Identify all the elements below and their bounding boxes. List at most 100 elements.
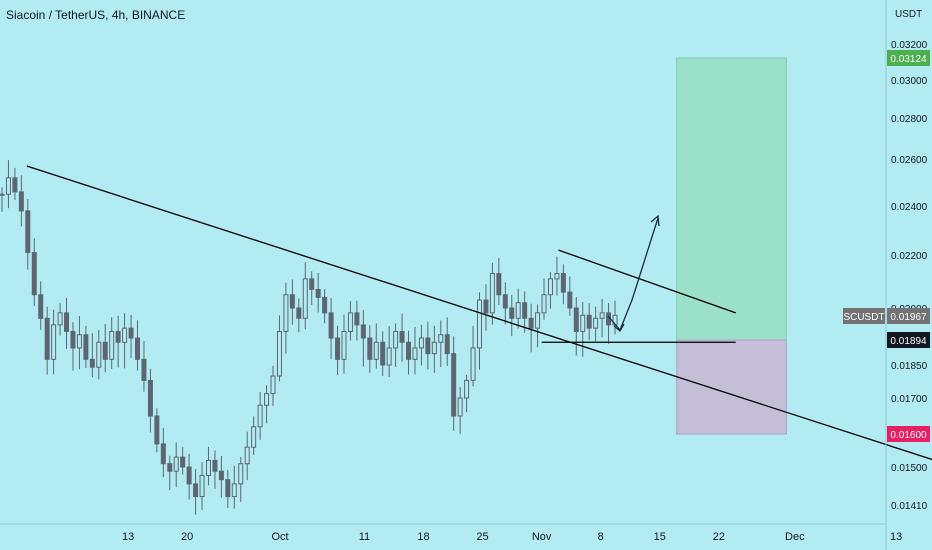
candle — [412, 327, 418, 375]
candle-body — [244, 446, 250, 465]
symbol-badge-value: SCUSDT — [843, 312, 884, 323]
candle — [289, 279, 295, 325]
candle — [76, 315, 82, 370]
last-price-badge: 0.01967 — [887, 308, 930, 324]
price-tick-label: 0.02600 — [891, 155, 928, 166]
candle — [180, 446, 186, 475]
time-tick-label: Nov — [532, 531, 552, 543]
candle — [57, 303, 63, 336]
candle-body — [296, 307, 302, 319]
candle — [18, 175, 24, 227]
candle — [199, 462, 205, 511]
candle-body — [476, 299, 482, 349]
candle-body — [406, 341, 412, 360]
candle — [418, 324, 424, 366]
candle-body — [257, 404, 263, 428]
candle-body — [44, 317, 50, 360]
time-tick-label: 22 — [713, 531, 725, 543]
candle-body — [393, 330, 399, 349]
candle-body — [0, 193, 5, 196]
target-badge-value: 0.03124 — [890, 54, 927, 65]
candle — [64, 297, 70, 349]
candle — [70, 322, 76, 371]
candle — [444, 317, 450, 366]
currency-label[interactable]: USDT — [895, 9, 923, 20]
candle-body — [264, 393, 270, 406]
candle-body — [451, 353, 457, 417]
candle-body — [283, 294, 289, 332]
time-tick-label: 15 — [654, 531, 666, 543]
price-tick-label: 0.01500 — [891, 463, 928, 474]
last-price-badge-box — [887, 308, 930, 324]
candle — [302, 262, 308, 330]
candle-body — [102, 341, 108, 360]
candle-body — [560, 273, 566, 293]
candle-body — [270, 375, 276, 395]
candlesticks — [0, 160, 618, 515]
candle-body — [64, 312, 70, 332]
candle-body — [483, 299, 489, 314]
candle-body — [341, 330, 347, 360]
time-tick-label: 13 — [122, 531, 134, 543]
candle — [502, 282, 508, 325]
candle — [257, 391, 263, 440]
candle-body — [522, 302, 528, 319]
candle — [83, 325, 89, 369]
candle-body — [418, 337, 424, 349]
entry-badge-box — [887, 332, 930, 348]
candle — [535, 304, 541, 348]
candle-body — [489, 273, 495, 314]
candle-body — [173, 456, 179, 472]
candle — [464, 374, 470, 413]
projection-arrow — [607, 217, 659, 332]
position-zones — [676, 57, 787, 435]
candle — [51, 309, 57, 375]
candle-body — [470, 347, 476, 381]
price-tick-label: 0.02400 — [891, 202, 928, 213]
candle — [264, 385, 270, 424]
stop-badge: 0.01600 — [887, 426, 930, 442]
candle-body — [586, 314, 592, 329]
projection-arrows — [607, 214, 660, 332]
candle — [560, 264, 566, 305]
candle — [451, 336, 457, 431]
time-tick-label: 13 — [890, 531, 902, 543]
candle — [593, 306, 599, 342]
candle — [309, 271, 315, 305]
candle — [586, 303, 592, 341]
time-axis[interactable]: 13 20 Oct 11 18 25 Nov 8 15 22 Dec 13 — [0, 523, 902, 543]
candle-body — [431, 341, 437, 355]
candle — [283, 282, 289, 354]
candle — [135, 320, 141, 371]
candle — [5, 160, 11, 209]
target-badge-box — [887, 50, 930, 66]
candle — [335, 325, 341, 375]
candle — [109, 317, 115, 369]
candle-body — [115, 330, 121, 343]
candle — [25, 199, 31, 270]
candle-body — [535, 312, 541, 329]
trend-lines — [26, 165, 932, 461]
symbol-badge-box — [843, 308, 885, 324]
candle-body — [96, 341, 102, 368]
candle — [44, 306, 50, 375]
candle-body — [309, 278, 315, 290]
candle-body — [515, 302, 521, 319]
candle — [612, 300, 618, 335]
candle-body — [38, 294, 44, 319]
price-axis[interactable]: 0.03200 0.03000 0.02800 0.02600 0.02400 0.022… — [885, 0, 928, 550]
candle — [354, 300, 360, 341]
price-tick-label: 0.02800 — [891, 114, 928, 125]
candle — [438, 320, 444, 368]
candle-body — [502, 294, 508, 309]
candle — [606, 303, 612, 344]
candle — [122, 312, 128, 369]
candle-body — [109, 330, 115, 360]
candle-body — [25, 210, 31, 254]
candle — [489, 262, 495, 325]
candle — [38, 281, 44, 330]
candle-body — [83, 334, 89, 360]
candle — [515, 288, 521, 329]
